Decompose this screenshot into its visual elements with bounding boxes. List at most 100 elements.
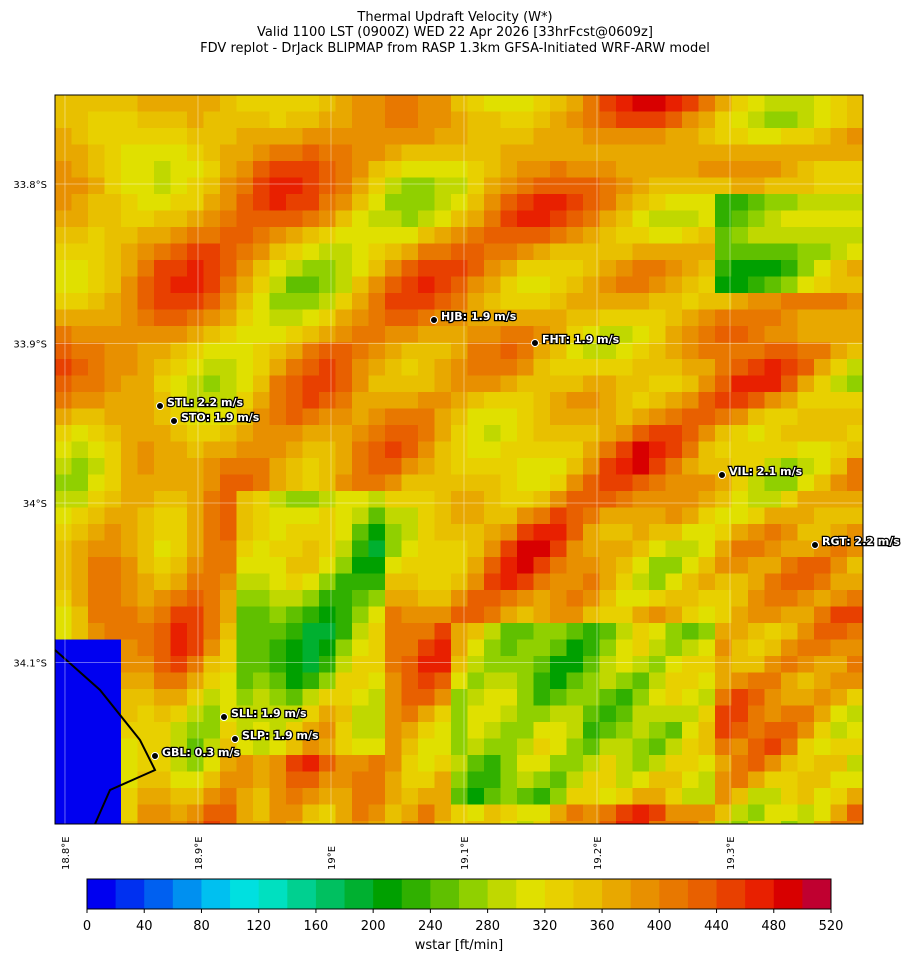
- field-cell: [781, 425, 798, 442]
- field-cell: [55, 672, 72, 689]
- field-cell: [154, 573, 171, 590]
- colorbar-segment: [87, 879, 117, 909]
- field-cell: [814, 227, 831, 244]
- field-cell: [566, 441, 583, 458]
- field-cell: [731, 128, 748, 145]
- field-cell: [319, 260, 336, 277]
- field-cell: [170, 705, 187, 722]
- field-cell: [467, 375, 484, 392]
- field-cell: [319, 243, 336, 260]
- field-cell: [781, 705, 798, 722]
- field-cell: [731, 557, 748, 574]
- field-cell: [418, 672, 435, 689]
- field-cell: [632, 458, 649, 475]
- field-cell: [104, 540, 121, 557]
- field-cell: [698, 359, 715, 376]
- field-cell: [434, 144, 451, 161]
- field-cell: [154, 408, 171, 425]
- field-cell: [451, 606, 468, 623]
- field-cell: [517, 590, 534, 607]
- field-cell: [286, 507, 303, 524]
- field-cell: [484, 326, 501, 343]
- field-cell: [352, 95, 369, 112]
- field-cell: [203, 111, 220, 128]
- field-cell: [352, 210, 369, 227]
- field-cell: [55, 227, 72, 244]
- field-cell: [55, 474, 72, 491]
- field-cell: [269, 623, 286, 640]
- field-cell: [781, 540, 798, 557]
- field-cell: [220, 788, 237, 805]
- field-cell: [566, 722, 583, 739]
- field-cell: [616, 309, 633, 326]
- colorbar-segment: [802, 879, 832, 909]
- field-cell: [467, 227, 484, 244]
- field-cell: [121, 227, 138, 244]
- field-cell: [335, 639, 352, 656]
- field-cell: [533, 689, 550, 706]
- field-cell: [632, 771, 649, 788]
- field-cell: [385, 95, 402, 112]
- field-cell: [566, 194, 583, 211]
- field-cell: [286, 210, 303, 227]
- field-cell: [814, 425, 831, 442]
- field-cell: [352, 458, 369, 475]
- field-cell: [566, 755, 583, 772]
- field-cell: [286, 524, 303, 541]
- field-cell: [253, 557, 270, 574]
- field-cell: [533, 441, 550, 458]
- field-cell: [418, 194, 435, 211]
- colorbar-segment: [258, 879, 288, 909]
- field-cell: [187, 491, 204, 508]
- field-cell: [781, 309, 798, 326]
- field-cell: [137, 425, 154, 442]
- field-cell: [203, 738, 220, 755]
- field-cell: [319, 689, 336, 706]
- field-cell: [517, 144, 534, 161]
- field-cell: [682, 788, 699, 805]
- field-cell: [434, 689, 451, 706]
- field-cell: [203, 557, 220, 574]
- field-cell: [253, 656, 270, 673]
- field-cell: [715, 524, 732, 541]
- field-cell: [830, 573, 847, 590]
- field-cell: [418, 474, 435, 491]
- field-cell: [269, 540, 286, 557]
- field-cell: [71, 573, 88, 590]
- field-cell: [187, 557, 204, 574]
- field-cell: [566, 689, 583, 706]
- field-cell: [632, 656, 649, 673]
- field-cell: [764, 755, 781, 772]
- field-cell: [583, 738, 600, 755]
- field-cell: [368, 111, 385, 128]
- field-cell: [203, 128, 220, 145]
- field-cell: [187, 821, 204, 824]
- field-cell: [253, 623, 270, 640]
- field-cell: [170, 243, 187, 260]
- field-cell: [121, 788, 138, 805]
- field-cell: [203, 144, 220, 161]
- field-cell: [368, 491, 385, 508]
- field-cell: [335, 491, 352, 508]
- field-cell: [566, 507, 583, 524]
- field-cell: [104, 606, 121, 623]
- field-cell: [269, 507, 286, 524]
- field-cell: [170, 788, 187, 805]
- field-cell: [731, 375, 748, 392]
- station-marker: [170, 417, 178, 425]
- field-cell: [236, 375, 253, 392]
- field-cell: [599, 342, 616, 359]
- field-cell: [599, 656, 616, 673]
- field-cell: [451, 194, 468, 211]
- field-cell: [137, 227, 154, 244]
- field-cell: [632, 293, 649, 310]
- field-cell: [748, 507, 765, 524]
- field-cell: [847, 821, 863, 824]
- field-cell: [352, 293, 369, 310]
- colorbar-segment: [773, 879, 803, 909]
- field-cell: [583, 177, 600, 194]
- field-cell: [71, 260, 88, 277]
- field-cell: [616, 342, 633, 359]
- field-cell: [731, 573, 748, 590]
- field-cell: [814, 161, 831, 178]
